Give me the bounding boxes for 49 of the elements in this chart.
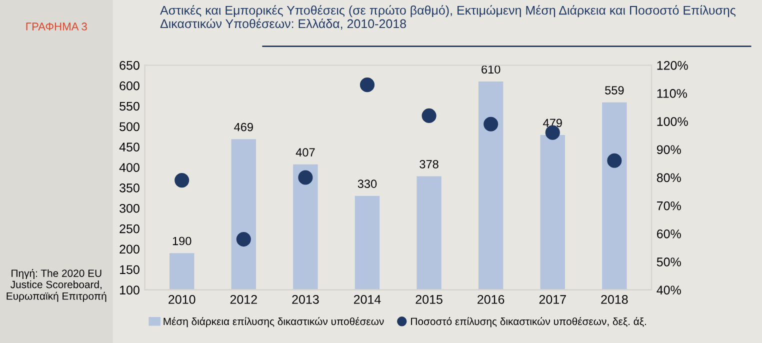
data-label: 190 [172, 236, 192, 246]
x-tick-label: 2017 [539, 295, 566, 304]
y-tick-label: 150 [120, 265, 140, 274]
data-label: 407 [296, 148, 315, 157]
data-label: 610 [482, 65, 500, 74]
y-tick-label: 650 [120, 60, 140, 70]
data-label: 330 [358, 180, 377, 188]
text: ΓΡΑΦΗΜΑ 3 [26, 22, 87, 30]
point [174, 173, 190, 188]
y-tick-label: 200 [120, 244, 140, 254]
x-tick-label: 2018 [601, 295, 628, 304]
y2-tick-label: 60% [657, 229, 681, 238]
x-tick-label: 2012 [230, 295, 257, 304]
point [484, 116, 498, 132]
legend-label: Ποσοστό επίλυσης δικαστικών υποθέσεων, δεξ. άξ. [411, 317, 646, 328]
y2-tick-label: 100% [657, 117, 688, 126]
x-tick-label: 2013 [292, 295, 319, 304]
point [607, 153, 622, 168]
y-tick-label: 250 [120, 224, 140, 234]
y2-tick-label: 120% [657, 60, 688, 70]
y-tick-label: 350 [120, 184, 140, 192]
x-tick-label: 2014 [354, 295, 381, 304]
y-tick-label: 300 [120, 204, 140, 213]
data-label: 378 [420, 160, 438, 168]
point [360, 78, 375, 92]
y2-tick-label: 90% [656, 145, 681, 154]
y-tick-label: 450 [119, 142, 140, 152]
y2-tick-label: 80% [656, 173, 681, 182]
point [298, 170, 313, 185]
y-tick-label: 600 [120, 81, 140, 90]
y-tick-label: 400 [119, 163, 140, 172]
point [236, 232, 251, 247]
point [422, 108, 436, 124]
y2-tick-label: 110% [657, 89, 687, 98]
y2-tick-label: 50% [656, 258, 681, 266]
data-label: 469 [234, 122, 253, 132]
text: Πηγή: The 2020 EU Justice Scoreboard, Ευρωπαϊκή Επιτροπή [6, 269, 106, 302]
data-label: 559 [605, 86, 624, 94]
x-tick-label: 2016 [478, 295, 504, 304]
y-tick-label: 550 [120, 102, 140, 111]
y2-tick-label: 70% [657, 201, 681, 210]
y-tick-label: 100 [120, 286, 140, 294]
x-tick-label: 2015 [416, 295, 442, 304]
data-label: 479 [543, 118, 562, 128]
y2-tick-label: 40% [656, 286, 681, 294]
chart-title: Αστικές και Εμπορικές Υποθέσεις (σε πρώτο βαθμό), Εκτιμώμενη Μέση Διάρκεια και Ποσοστό Επίλυσης Δικαστικών Υποθέσεων: Ελλάδα, 2010-2018 [160, 5, 736, 30]
y-tick-label: 500 [120, 122, 140, 132]
x-tick-label: 2010 [168, 295, 196, 304]
legend-label: Μέση διάρκεια επίλυσης δικαστικών υποθέσεων [164, 317, 384, 328]
